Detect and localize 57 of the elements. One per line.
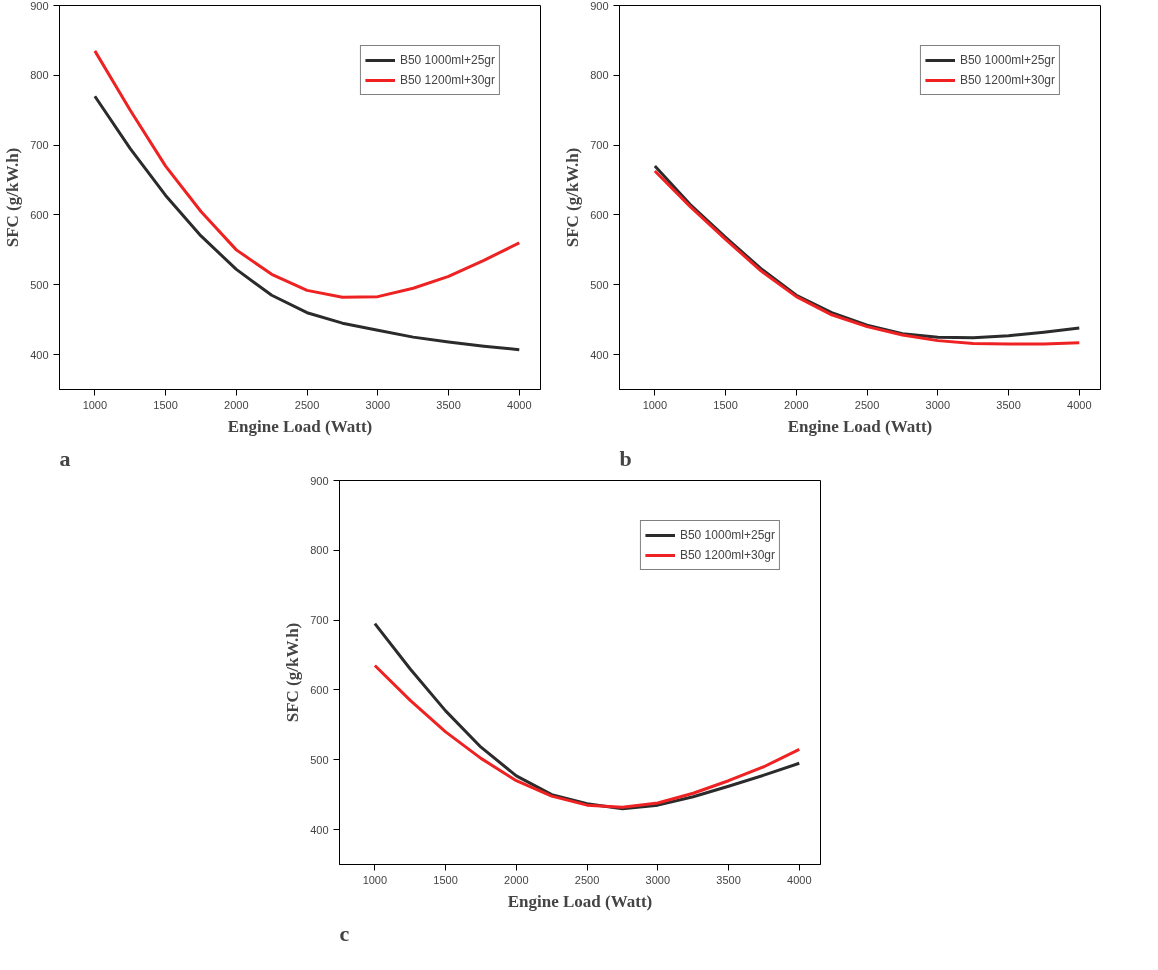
x-tick-label: 3500: [436, 398, 461, 411]
y-axis-title: SFC (g/kW.h): [3, 147, 23, 248]
x-axis-title: Engine Load (Watt): [227, 416, 373, 436]
y-tick-label: 500: [310, 753, 329, 766]
x-tick-label: 2000: [504, 873, 529, 886]
x-tick-label: 1500: [153, 398, 178, 411]
line-series: [93, 94, 521, 352]
y-tick-label: 900: [30, 0, 49, 12]
x-tick-label: 4000: [1067, 398, 1092, 411]
y-tick-label: 700: [310, 614, 329, 627]
x-tick-label: 3000: [365, 398, 391, 411]
y-tick-label: 800: [590, 69, 609, 82]
text: a: [59, 445, 71, 471]
y-tick-label: 800: [310, 544, 329, 557]
x-tick-label: 3000: [645, 873, 671, 886]
y-tick-label: 600: [310, 683, 329, 696]
y-tick-label: 900: [590, 0, 609, 12]
x-tick-label: 3000: [925, 398, 951, 411]
x-tick-label: 2000: [224, 398, 249, 411]
y-tick-label: 800: [30, 69, 49, 82]
x-tick-label: 2000: [784, 398, 809, 411]
legend-label: B50 1200ml+30gr: [959, 73, 1055, 87]
x-tick-label: 3500: [716, 873, 741, 886]
line-series: [93, 49, 521, 299]
y-tick-label: 500: [30, 278, 49, 291]
x-tick-label: 1500: [433, 873, 458, 886]
x-tick-label: 2500: [854, 398, 880, 411]
x-axis-title: Engine Load (Watt): [507, 891, 653, 911]
x-tick-label: 2500: [294, 398, 320, 411]
legend-label: B50 1200ml+30gr: [399, 73, 495, 87]
legend-label: B50 1000ml+25gr: [959, 53, 1055, 67]
line-series: [373, 664, 801, 809]
text: b: [619, 445, 632, 471]
x-tick-label: 4000: [787, 873, 812, 886]
y-tick-label: 400: [590, 348, 609, 361]
legend-label: B50 1200ml+30gr: [679, 548, 775, 562]
y-tick-label: 700: [590, 139, 609, 152]
y-tick-label: 600: [590, 208, 609, 221]
y-tick-label: 900: [310, 474, 329, 487]
x-tick-label: 1000: [362, 873, 388, 886]
y-axis-title: SFC (g/kW.h): [283, 622, 303, 723]
text: c: [339, 920, 350, 946]
x-tick-label: 4000: [507, 398, 532, 411]
x-axis-title: Engine Load (Watt): [787, 416, 933, 436]
y-tick-label: 700: [30, 139, 49, 152]
y-tick-label: 400: [30, 348, 49, 361]
x-tick-label: 1500: [713, 398, 738, 411]
y-tick-label: 400: [310, 823, 329, 836]
x-tick-label: 3500: [996, 398, 1021, 411]
legend-label: B50 1000ml+25gr: [399, 53, 495, 67]
x-tick-label: 1000: [642, 398, 668, 411]
y-tick-label: 600: [30, 208, 49, 221]
legend-label: B50 1000ml+25gr: [679, 528, 775, 542]
y-axis-title: SFC (g/kW.h): [563, 147, 583, 248]
x-tick-label: 1000: [82, 398, 108, 411]
x-tick-label: 2500: [574, 873, 600, 886]
y-tick-label: 500: [590, 278, 609, 291]
